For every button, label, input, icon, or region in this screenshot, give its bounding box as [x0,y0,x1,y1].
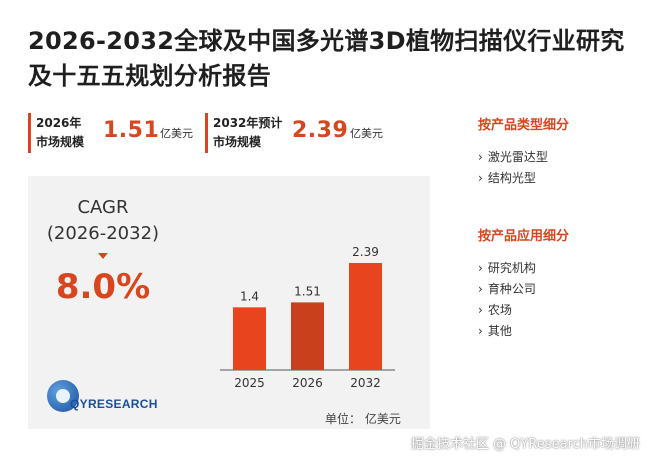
chart-unit-label: 单位： 亿美元 [325,412,401,426]
cagr-box: CAGR (2026-2032) 8.0% [28,195,178,330]
qyresearch-logo: QYRESEARCH [47,378,187,414]
stat-label-line1: 2032年预计 [213,116,283,130]
cagr-label-line1: CAGR [77,197,129,218]
stat-value: 2.39 [292,118,349,143]
stat-label: 2032年预计 市场规模 [213,114,282,152]
stat-unit: 亿美元 [350,127,383,140]
stat-2032: 2032年预计 市场规模 2.39 亿美元 [205,113,395,153]
page-title: 2026-2032全球及中国多光谱3D植物扫描仪行业研究及十五五规划分析报告 [28,27,625,90]
cagr-label-line2: (2026-2032) [46,223,160,244]
stat-accent-bar [205,113,208,153]
data-label-2025: 1.4 [240,289,259,303]
segment-app-title: 按产品应用细分 [478,229,570,244]
bar-2032 [349,263,382,370]
segment-app-list: 研究机构 育种公司 农场 其他 [478,258,638,342]
logo-globe-icon [47,380,79,412]
bar-chart: 1.4 2025 1.51 2026 2.39 2032 [220,245,395,390]
tick-label-2026: 2026 [292,376,323,390]
tick-label-2032: 2032 [350,376,381,390]
list-item: 激光雷达型 [478,147,638,168]
list-item: 其他 [478,321,638,342]
cagr-value: 8.0% [55,267,151,307]
caret-down-icon [98,253,108,259]
stat-2026: 2026年 市场规模 1.51 亿美元 [28,113,208,153]
stat-label-line2: 市场规模 [36,135,85,149]
segment-type-list: 激光雷达型 结构光型 [478,147,638,189]
logo-text: QYRESEARCH [70,397,158,411]
stat-label-line2: 市场规模 [213,135,262,149]
stat-accent-bar [28,113,31,153]
footer-watermark: 掘金技术社区 @ QYResearch市场调研 [410,437,640,452]
list-item: 育种公司 [478,279,638,300]
segment-by-application: 按产品应用细分 研究机构 育种公司 农场 其他 [478,228,638,342]
segment-by-type: 按产品类型细分 激光雷达型 结构光型 [478,117,638,189]
cagr-label: CAGR (2026-2032) [28,195,178,247]
segment-type-title: 按产品类型细分 [478,118,570,133]
list-item: 结构光型 [478,168,638,189]
bar-2026 [291,302,324,370]
tick-label-2025: 2025 [234,376,265,390]
stat-label-line1: 2026年 [36,116,82,130]
data-label-2032: 2.39 [352,245,379,259]
stat-value: 1.51 [103,118,160,143]
list-item: 研究机构 [478,258,638,279]
stat-unit: 亿美元 [160,127,193,140]
bar-2025 [233,307,266,370]
list-item: 农场 [478,300,638,321]
data-label-2026: 1.51 [294,284,321,298]
stat-label: 2026年 市场规模 [36,114,84,152]
